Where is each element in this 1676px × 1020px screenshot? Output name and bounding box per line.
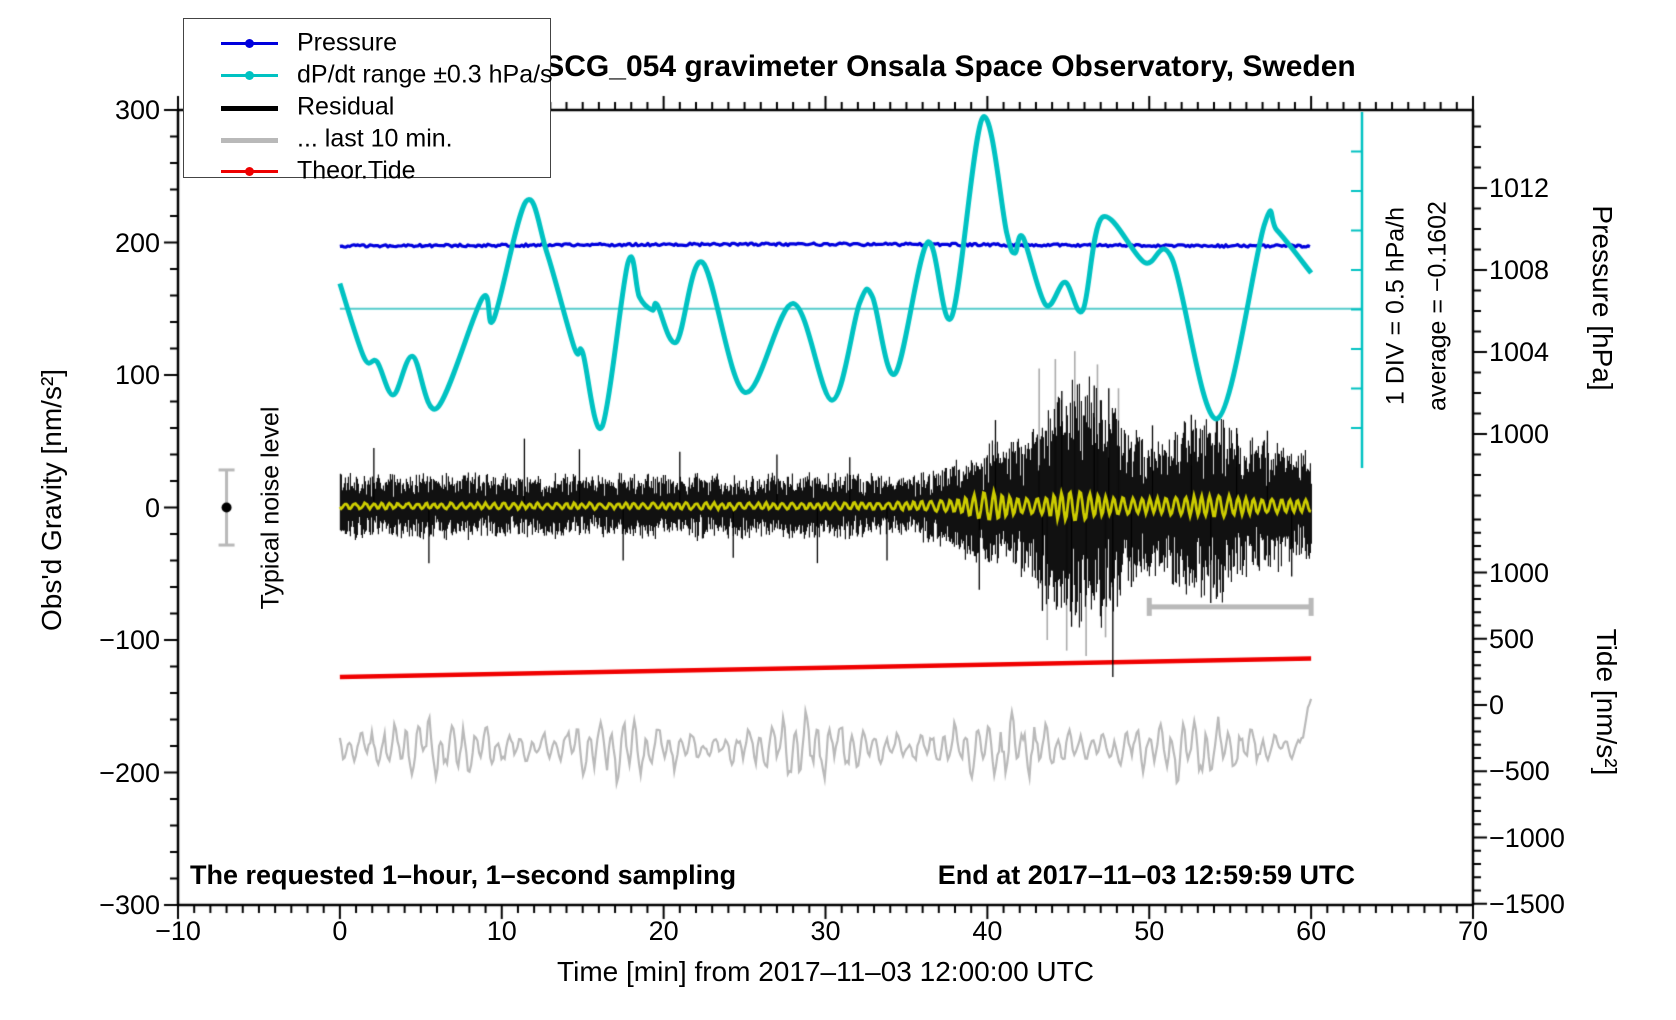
y-axis-title-tide: Tide [nm/s²] [1591, 628, 1622, 776]
y-axis-tick-label: 0 [144, 492, 160, 523]
div-scale-label: 1 DIV = 0.5 hPa/h [1381, 206, 1410, 406]
y-axis-tick-label: 100 [114, 360, 160, 390]
x-axis-tick-label: −10 [155, 916, 201, 946]
x-axis-tick-label: 70 [1457, 916, 1489, 946]
right-axis-tick-label: 1000 [1489, 557, 1550, 588]
sampling-annotation: The requested 1–hour, 1–second sampling [190, 860, 737, 890]
y-axis-tick-label: −100 [99, 625, 160, 655]
legend-row: Residual [184, 91, 550, 123]
legend-dot-swatch [245, 39, 254, 48]
legend-row: Pressure [184, 27, 550, 59]
right-axis-tick-label: 0 [1489, 690, 1505, 720]
legend-dot-swatch [245, 71, 254, 80]
x-axis-tick-label: 50 [1134, 916, 1165, 946]
right-axis-tick-label: −1500 [1489, 888, 1565, 919]
legend-dot-swatch [245, 167, 254, 176]
right-axis-tick-label: 1012 [1489, 173, 1550, 203]
legend-item-label: Residual [297, 92, 395, 121]
legend-item-label: Pressure [297, 28, 398, 57]
x-axis-tick-label: 60 [1296, 916, 1327, 946]
right-axis-tick-label: 1008 [1489, 255, 1550, 285]
end-time-annotation: End at 2017–11–03 12:59:59 UTC [937, 860, 1355, 890]
legend-item-label: Theor.Tide [297, 156, 416, 185]
legend-row: ... last 10 min. [184, 123, 550, 155]
right-axis-tick-label: 1004 [1489, 337, 1550, 367]
x-axis-tick-label: 40 [972, 916, 1003, 946]
legend-row: dP/dt range ±0.3 hPa/s [184, 59, 553, 91]
y-axis-tick-label: 300 [114, 95, 160, 125]
average-label: average = −0.1602 [1423, 201, 1452, 411]
legend-line-swatch [221, 138, 278, 143]
page-title: SCG_054 gravimeter Onsala Space Observat… [544, 50, 1356, 83]
right-axis-tick-label: −500 [1489, 756, 1550, 787]
x-axis-tick-label: 20 [648, 916, 679, 946]
right-axis-tick-label: 500 [1489, 623, 1535, 654]
typical-noise-label: Typical noise level [256, 406, 285, 610]
y-axis-title-pressure: Pressure [hPa] [1587, 205, 1618, 391]
right-axis-tick-label: 1000 [1489, 419, 1550, 449]
x-axis-title: Time [min] from 2017–11–03 12:00:00 UTC [557, 956, 1094, 987]
y-axis-tick-label: −300 [99, 890, 160, 920]
legend: Pressure dP/dt range ±0.3 hPa/s Residual… [183, 18, 553, 185]
x-axis-tick-label: 30 [810, 916, 841, 946]
legend-row: Theor.Tide [184, 155, 550, 187]
legend-line-swatch [221, 106, 278, 111]
right-axis-tick-label: −1000 [1489, 822, 1565, 853]
y-axis-tick-label: −200 [99, 757, 160, 788]
x-axis-tick-label: 0 [332, 916, 348, 946]
x-axis-tick-label: 10 [486, 916, 517, 946]
legend-item-label: ... last 10 min. [297, 124, 453, 153]
legend-item-label: dP/dt range ±0.3 hPa/s [297, 60, 553, 89]
y-axis-tick-label: 200 [114, 227, 160, 258]
